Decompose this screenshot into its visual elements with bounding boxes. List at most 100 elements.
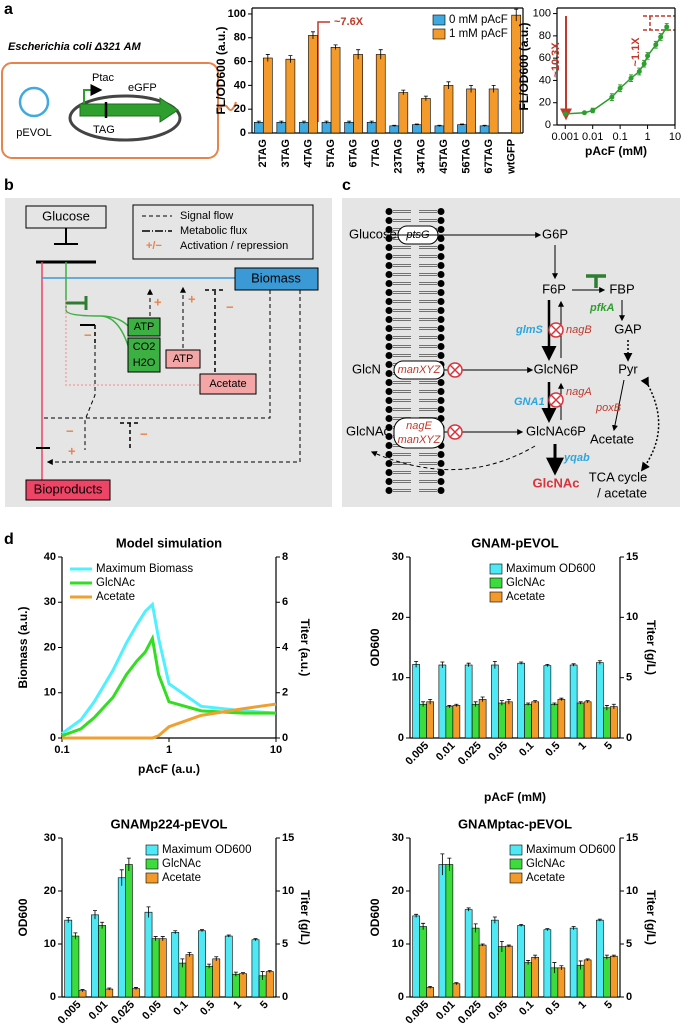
error-bar: [187, 952, 192, 957]
x-tick-label: 67TAG: [483, 139, 495, 174]
error-bar: [552, 962, 557, 974]
bar: [464, 909, 473, 998]
bar: [478, 699, 487, 739]
error-bar: [428, 986, 433, 989]
plus: +: [154, 294, 162, 309]
gene-arrow: [79, 97, 179, 123]
legend-label: Maximum OD600: [506, 563, 595, 575]
y2-tick-label: 8: [282, 551, 288, 563]
error-bar: [347, 120, 352, 124]
error-bar: [559, 697, 564, 701]
panel-label: c: [342, 177, 351, 194]
x-tick-label: 4TAG: [302, 139, 314, 168]
error-bar: [597, 660, 602, 665]
x-tick-label: 0.01: [434, 740, 458, 764]
x-tick-label: 5: [602, 999, 615, 1012]
membrane: [385, 208, 445, 496]
error-bar: [499, 940, 504, 952]
series-line: [61, 633, 276, 738]
marker: [628, 75, 634, 81]
metabolite: G6P: [542, 226, 568, 241]
bar: [576, 702, 585, 739]
error-bar: [506, 944, 511, 948]
marker: [590, 108, 596, 114]
error-bar: [119, 869, 124, 886]
error-bar: [173, 930, 178, 934]
knockout: [550, 324, 562, 336]
bar: [105, 988, 114, 998]
panel-label: b: [4, 177, 14, 194]
bar: [330, 46, 341, 134]
y2-tick-label: 0: [626, 732, 632, 744]
strain-diagram: Escherichia coli Δ321 AM pEVOL Ptac eGFP…: [1, 41, 237, 159]
metabolite: Acetate: [590, 431, 634, 446]
y2-tick-label: 0: [626, 991, 632, 1003]
y2-tick-label: 2: [282, 687, 288, 699]
error-bar: [310, 31, 315, 39]
chart-title: Model simulation: [116, 535, 222, 550]
y-axis-label: OD600: [16, 898, 30, 936]
bar: [212, 958, 221, 998]
bar: [603, 707, 611, 739]
bar: [375, 54, 386, 134]
x-tick-label: 0.025: [456, 999, 484, 1027]
x-tick-label: 0.005: [56, 999, 84, 1027]
error-bar: [153, 936, 158, 941]
error-bar: [526, 960, 531, 965]
error-bar: [226, 934, 231, 938]
error-bar: [241, 972, 246, 975]
x-tick-label: 0.025: [109, 999, 137, 1027]
chart-title: GNAMp224-pEVOL: [110, 816, 227, 831]
series-line: [62, 702, 277, 740]
legend-symbol: +/−: [146, 240, 162, 252]
marker: [581, 110, 587, 116]
x-tick-label: 0.05: [486, 740, 510, 764]
series-line: [61, 601, 277, 735]
bar: [71, 935, 80, 998]
promoter-label: Ptac: [92, 72, 115, 84]
error-bar: [267, 970, 272, 973]
bar: [151, 938, 160, 998]
chart-title: GNAMptac-pEVOL: [458, 816, 572, 831]
x-tick-label: 5TAG: [325, 139, 337, 168]
signal-repression: [120, 422, 140, 448]
error-bar: [253, 938, 258, 941]
node: Acetate: [209, 378, 246, 390]
regulation-diagram: Glucose Biomass ATP CO2 H2O ATP Acetate …: [5, 198, 332, 507]
error-bar: [423, 95, 428, 101]
x-tick-label: 0.5: [543, 999, 562, 1018]
inhibition: [54, 228, 78, 245]
gene: GNA1: [514, 396, 545, 408]
error-bar: [597, 918, 602, 922]
x-axis-label: pAcF (mM): [484, 790, 546, 804]
error-bar: [611, 703, 616, 710]
metabolite: F6P: [542, 281, 566, 296]
bar: [426, 701, 434, 739]
legend-swatch: [432, 14, 446, 26]
y-tick-label: 80: [539, 30, 551, 42]
gene: manXYZ: [398, 434, 442, 446]
bar: [91, 914, 99, 998]
error-bar: [73, 932, 78, 940]
bar: [117, 877, 126, 998]
y-tick-label: 30: [44, 596, 56, 608]
knockout: [449, 364, 461, 376]
error-bar: [437, 124, 442, 127]
legend-label: Maximum Biomass: [96, 563, 193, 575]
bar: [299, 121, 309, 134]
gene: yqab: [563, 452, 590, 464]
node-box: [127, 337, 161, 373]
metabolism-diagram: ptsG manXYZ nagE manXYZ Glucose G6P F6P …: [342, 198, 680, 507]
x-tick-label: 0.001: [551, 131, 579, 143]
y2-tick-label: 15: [282, 832, 294, 844]
bar: [452, 705, 461, 739]
bar: [224, 935, 233, 998]
gene: nagE: [406, 420, 432, 432]
legend-label: GlcNAc: [506, 577, 545, 589]
gene-label: eGFP: [128, 82, 157, 94]
error-bar: [207, 963, 212, 969]
legend-label: Acetate: [506, 591, 545, 603]
bar: [445, 864, 454, 998]
y-tick-label: 0: [545, 119, 551, 131]
gene: nagA: [566, 386, 592, 398]
